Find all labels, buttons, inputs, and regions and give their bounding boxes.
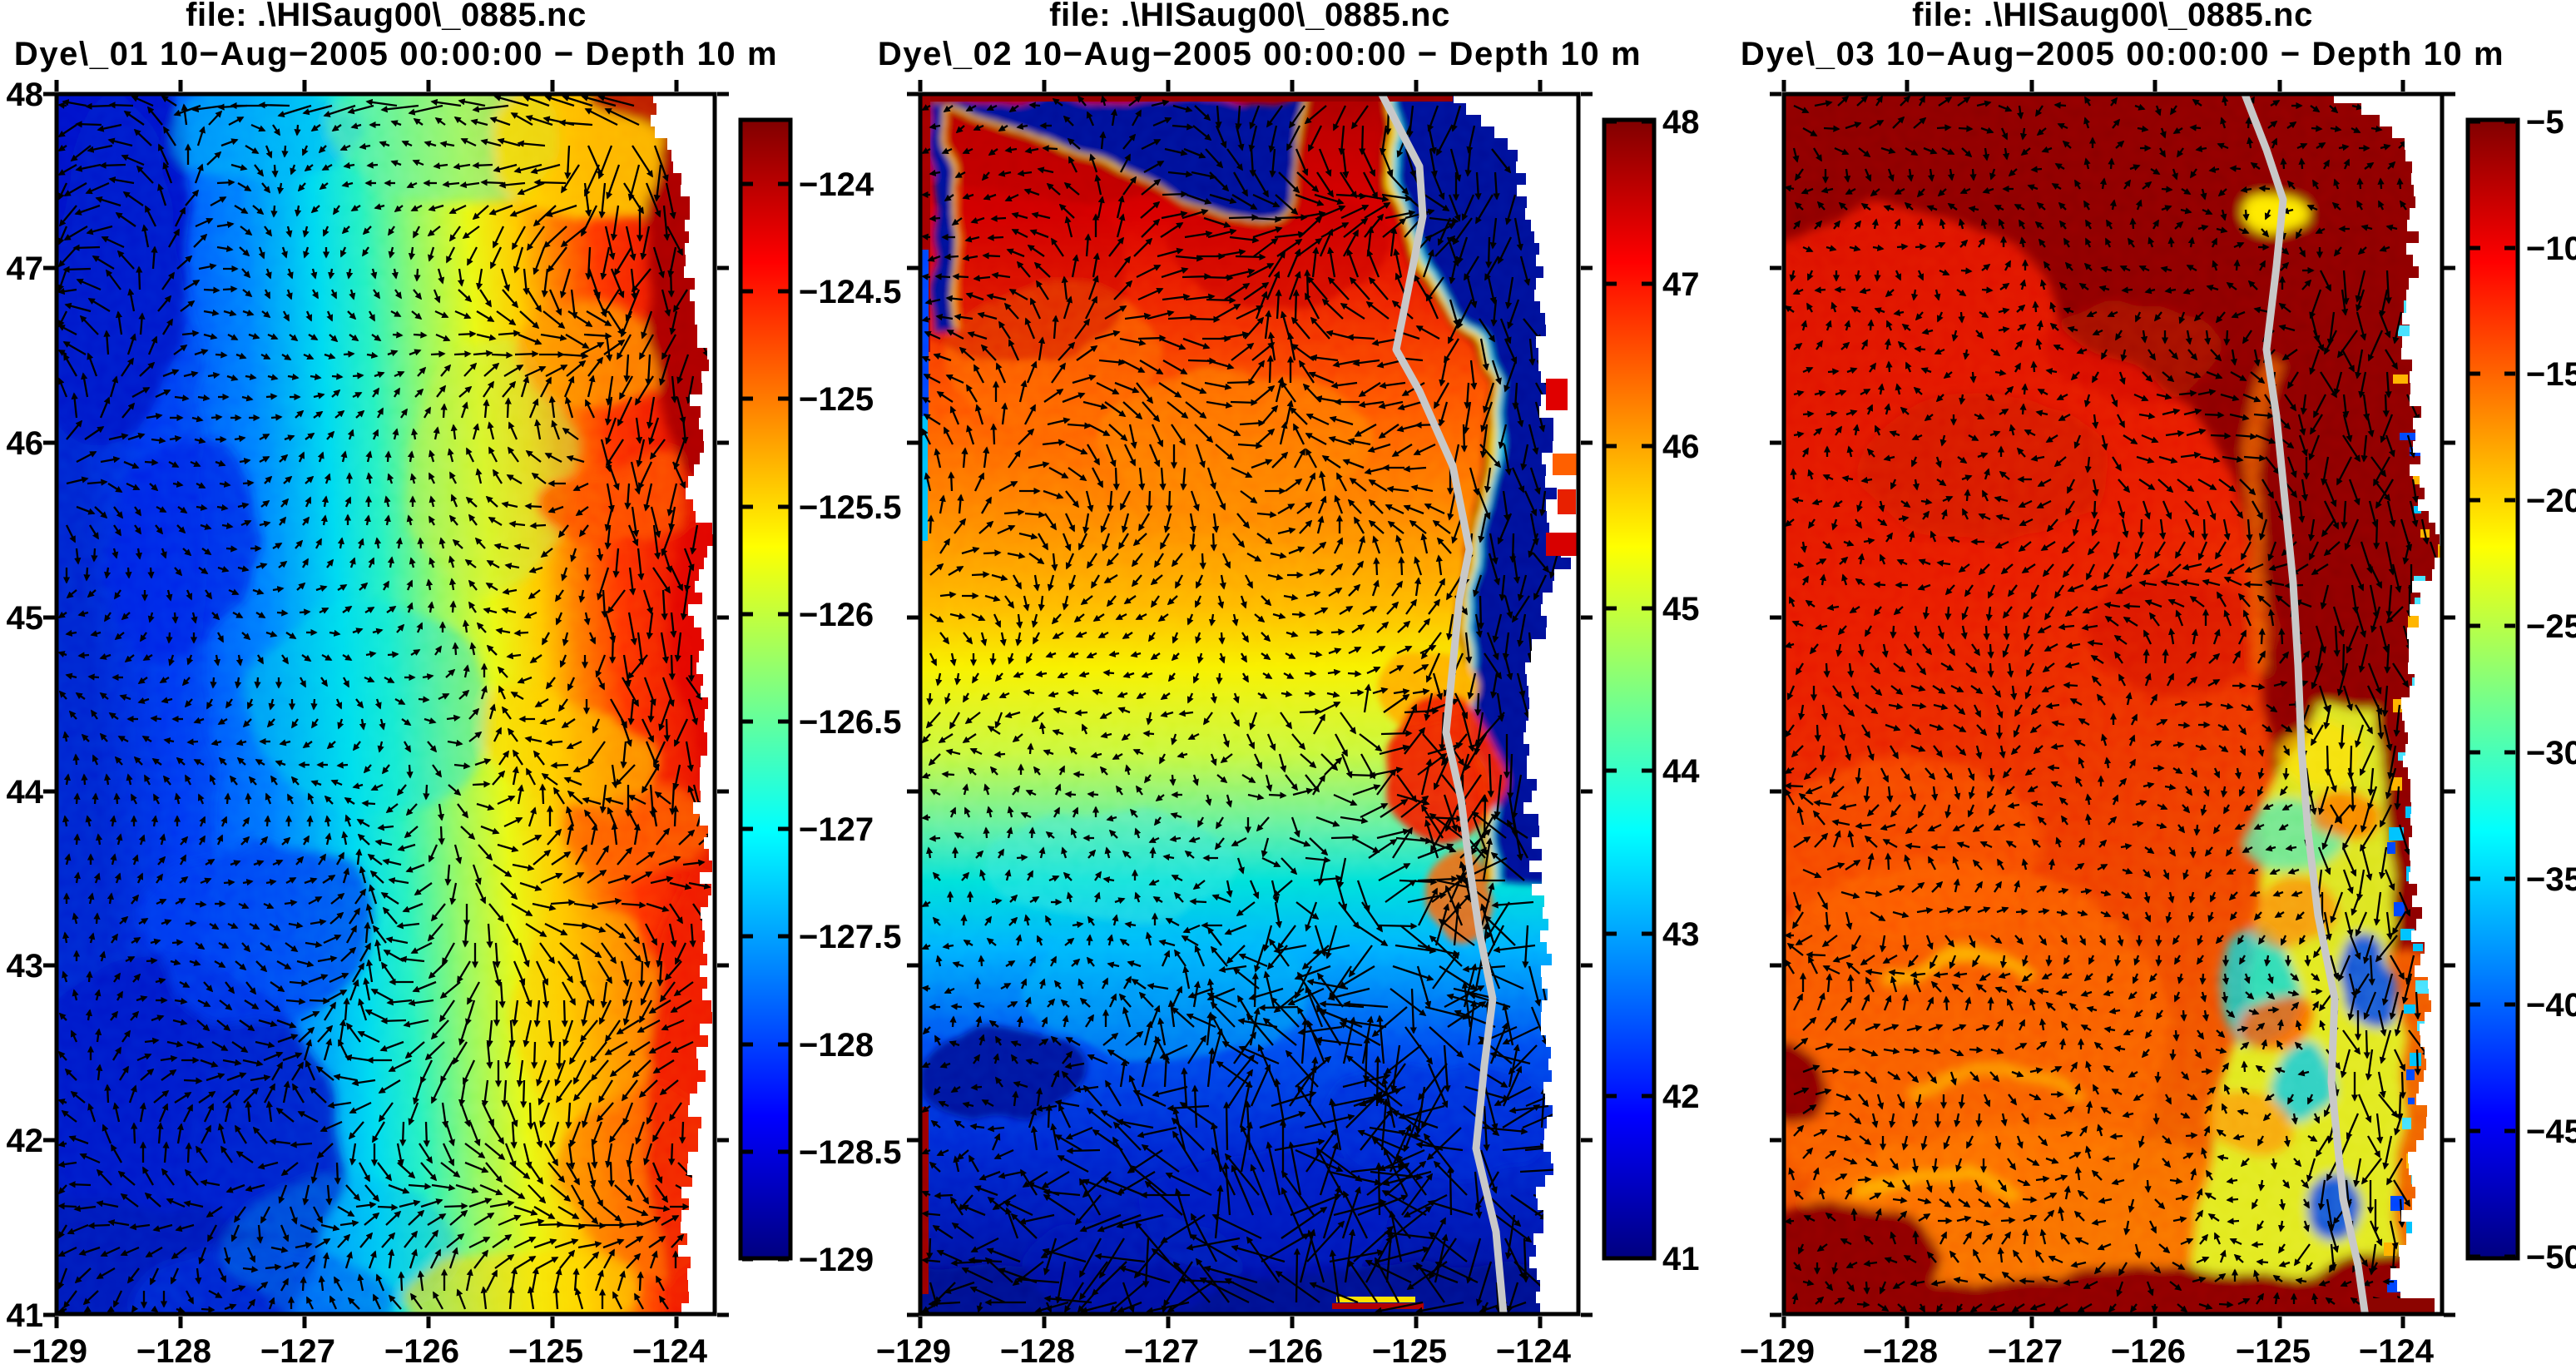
svg-text:44: 44: [1662, 753, 1700, 790]
svg-text:43: 43: [1662, 916, 1700, 953]
svg-text:−45: −45: [2526, 1114, 2576, 1150]
svg-text:−35: −35: [2526, 861, 2576, 898]
svg-text:46: 46: [1662, 429, 1700, 465]
svg-text:−129: −129: [799, 1242, 874, 1278]
svg-text:46: 46: [7, 425, 44, 462]
svg-text:−125: −125: [799, 381, 874, 418]
svg-text:48: 48: [1662, 104, 1700, 141]
svg-text:Dye\_01 10−Aug−2005 00:00:00: Dye\_01 10−Aug−2005 00:00:00 − Depth 10 …: [14, 36, 778, 72]
svg-text:Dye\_03 10−Aug−2005 00:00:00: Dye\_03 10−Aug−2005 00:00:00 − Depth 10 …: [1741, 36, 2504, 72]
svg-text:−125: −125: [1372, 1333, 1447, 1364]
svg-text:Dye\_02 10−Aug−2005 00:00:00: Dye\_02 10−Aug−2005 00:00:00 − Depth 10 …: [878, 36, 1642, 72]
svg-text:−128: −128: [1863, 1333, 1938, 1364]
svg-text:−124: −124: [632, 1333, 708, 1364]
svg-text:44: 44: [7, 774, 44, 811]
svg-text:47: 47: [7, 250, 44, 287]
svg-text:47: 47: [1662, 266, 1700, 303]
svg-text:−129: −129: [1740, 1333, 1815, 1364]
svg-text:−10: −10: [2526, 231, 2576, 267]
svg-text:file: .\HISaug00\_0885.nc: file: .\HISaug00\_0885.nc: [186, 0, 587, 33]
svg-text:−126: −126: [2111, 1333, 2186, 1364]
svg-text:−129: −129: [12, 1333, 87, 1364]
svg-text:−127: −127: [1124, 1333, 1199, 1364]
svg-text:−20: −20: [2526, 483, 2576, 519]
svg-text:−128: −128: [136, 1333, 211, 1364]
svg-text:−128: −128: [799, 1027, 874, 1064]
svg-text:−129: −129: [876, 1333, 951, 1364]
svg-text:−124.5: −124.5: [799, 274, 901, 310]
svg-text:file: .\HISaug00\_0885.nc: file: .\HISaug00\_0885.nc: [1049, 0, 1450, 33]
svg-text:−127: −127: [799, 811, 874, 848]
svg-text:42: 42: [7, 1123, 44, 1159]
svg-text:−127: −127: [1988, 1333, 2063, 1364]
svg-text:−124: −124: [2359, 1333, 2435, 1364]
svg-text:48: 48: [7, 77, 44, 113]
svg-text:−124: −124: [1496, 1333, 1572, 1364]
svg-text:−25: −25: [2526, 608, 2576, 645]
svg-text:45: 45: [7, 600, 44, 637]
svg-text:−128: −128: [1000, 1333, 1075, 1364]
svg-text:−127.5: −127.5: [799, 919, 901, 955]
svg-text:−126: −126: [1248, 1333, 1323, 1364]
svg-text:−15: −15: [2526, 356, 2576, 393]
svg-text:−50: −50: [2526, 1239, 2576, 1276]
svg-text:−126: −126: [799, 597, 874, 633]
svg-text:−128.5: −128.5: [799, 1134, 901, 1171]
svg-text:−30: −30: [2526, 735, 2576, 771]
svg-text:43: 43: [7, 948, 44, 985]
svg-text:41: 41: [1662, 1241, 1700, 1277]
svg-text:file: .\HISaug00\_0885.nc: file: .\HISaug00\_0885.nc: [1912, 0, 2313, 33]
svg-text:−125.5: −125.5: [799, 489, 901, 526]
svg-text:−5: −5: [2526, 104, 2564, 141]
svg-text:−124: −124: [799, 166, 874, 203]
svg-text:−126: −126: [384, 1333, 459, 1364]
svg-text:−126.5: −126.5: [799, 704, 901, 741]
svg-text:41: 41: [7, 1297, 44, 1334]
svg-text:−125: −125: [2236, 1333, 2311, 1364]
svg-text:−125: −125: [508, 1333, 583, 1364]
svg-text:−127: −127: [260, 1333, 335, 1364]
svg-text:45: 45: [1662, 591, 1700, 627]
svg-text:42: 42: [1662, 1079, 1700, 1115]
svg-text:−40: −40: [2526, 987, 2576, 1024]
